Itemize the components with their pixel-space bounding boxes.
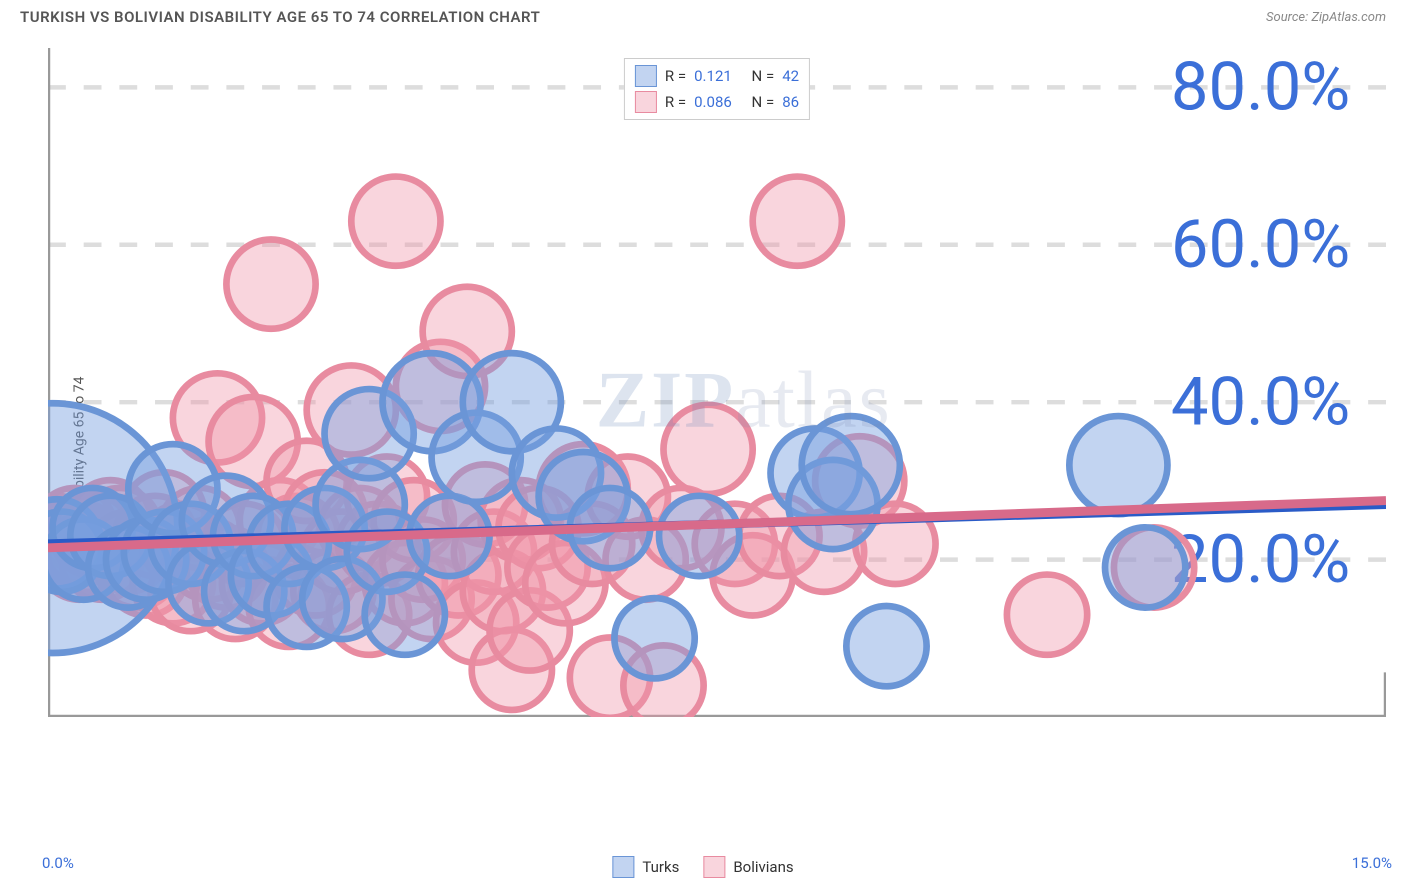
scatter-plot: 20.0% 40.0% 60.0% 80.0% xyxy=(48,48,1386,717)
data-point xyxy=(846,606,926,686)
legend-n-label: N = xyxy=(752,93,775,111)
data-point xyxy=(226,240,315,329)
legend-n-turks: 42 xyxy=(782,67,799,85)
source-attribution: Source: ZipAtlas.com xyxy=(1266,10,1386,25)
x-axis-min-label: 0.0% xyxy=(42,854,74,872)
legend-r-bolivians: 0.086 xyxy=(694,93,732,111)
legend-swatch-bolivians xyxy=(703,856,725,878)
data-point xyxy=(1069,416,1167,514)
series-label-turks: Turks xyxy=(642,858,679,876)
legend-swatch-bolivians xyxy=(635,91,657,113)
data-point xyxy=(753,177,842,266)
data-point xyxy=(351,177,440,266)
data-point xyxy=(365,575,445,655)
svg-text:80.0%: 80.0% xyxy=(1171,49,1350,127)
data-point xyxy=(802,416,900,514)
chart-title: TURKISH VS BOLIVIAN DISABILITY AGE 65 TO… xyxy=(20,8,540,26)
legend-r-turks: 0.121 xyxy=(694,67,732,85)
legend-row-bolivians: R = 0.086 N = 86 xyxy=(635,89,799,115)
chart-area: 20.0%40.0%60.0%80.0% ZIPatlas R = 0.121 … xyxy=(48,48,1386,832)
series-legend: Turks Bolivians xyxy=(612,856,793,878)
correlation-legend: R = 0.121 N = 42 R = 0.086 N = 86 xyxy=(624,58,810,120)
legend-r-label: R = xyxy=(665,93,686,111)
x-axis-max-label: 15.0% xyxy=(1352,854,1392,872)
data-point xyxy=(614,598,694,678)
data-point xyxy=(659,496,739,576)
series-legend-bolivians: Bolivians xyxy=(703,856,793,878)
data-point xyxy=(663,405,752,494)
source-link[interactable]: ZipAtlas.com xyxy=(1311,10,1386,25)
svg-text:60.0%: 60.0% xyxy=(1171,206,1350,284)
legend-swatch-turks xyxy=(635,65,657,87)
legend-swatch-turks xyxy=(612,856,634,878)
series-label-bolivians: Bolivians xyxy=(733,858,793,876)
source-label: Source: xyxy=(1266,10,1308,25)
data-point xyxy=(1007,575,1087,655)
legend-row-turks: R = 0.121 N = 42 xyxy=(635,63,799,89)
data-point xyxy=(1105,527,1185,607)
legend-n-label: N = xyxy=(752,67,775,85)
svg-text:20.0%: 20.0% xyxy=(1171,521,1350,599)
series-legend-turks: Turks xyxy=(612,856,679,878)
svg-text:40.0%: 40.0% xyxy=(1171,363,1350,441)
legend-r-label: R = xyxy=(665,67,686,85)
legend-n-bolivians: 86 xyxy=(782,93,799,111)
